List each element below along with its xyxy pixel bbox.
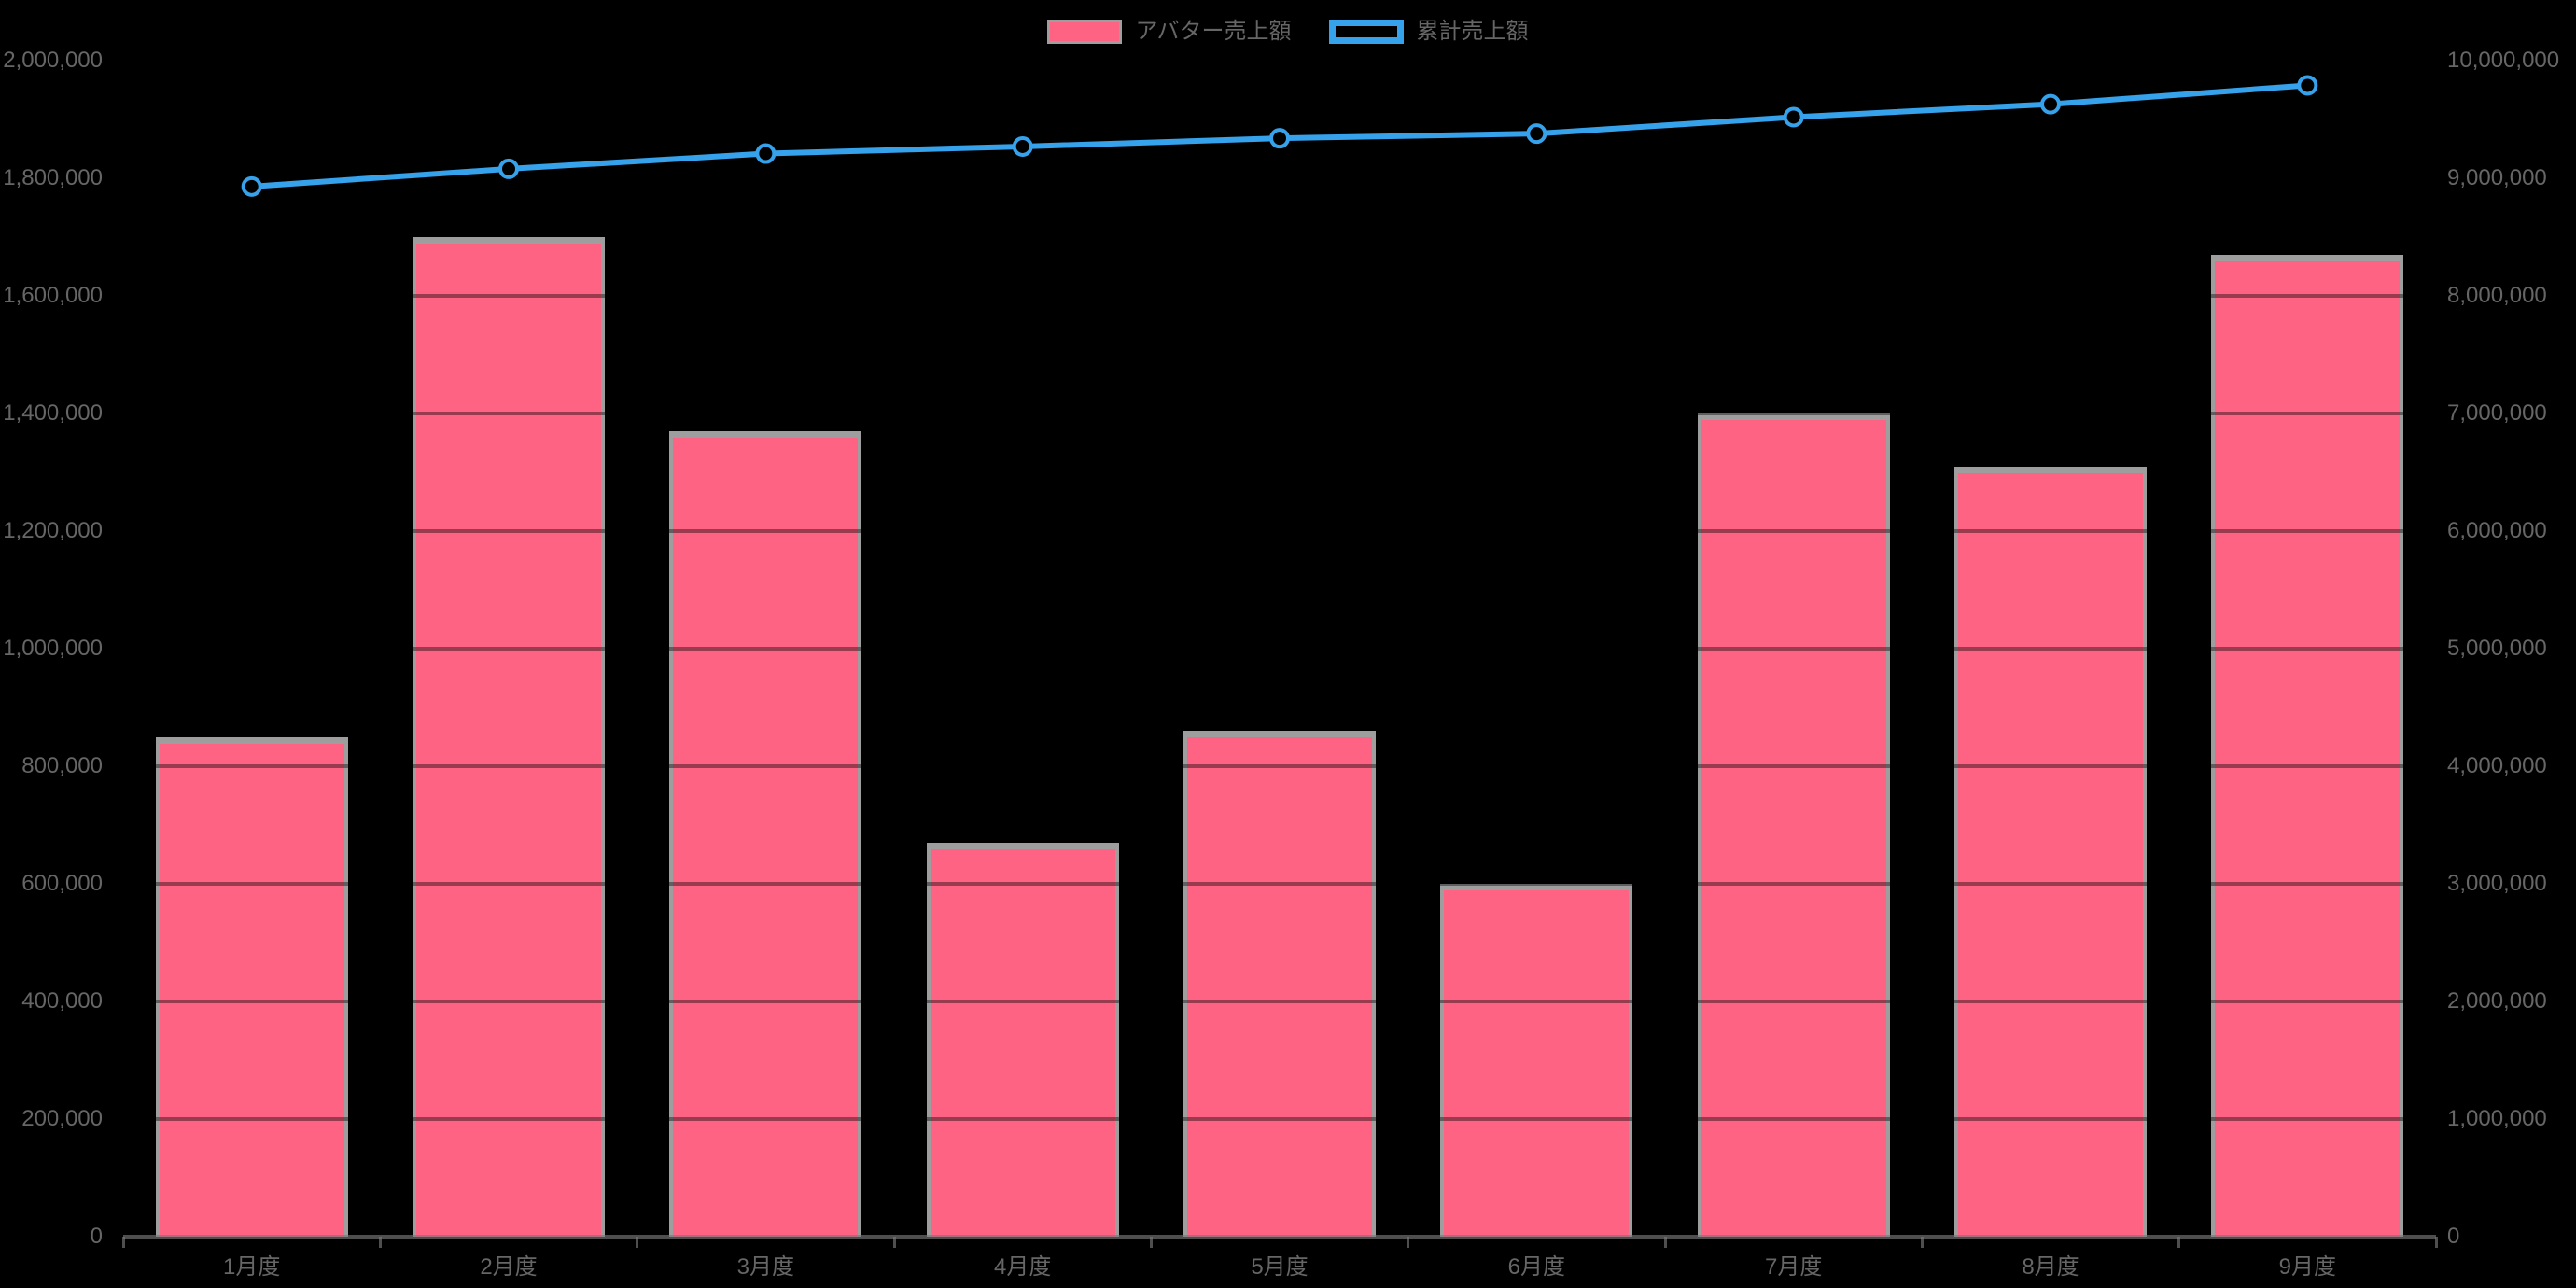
left-axis-tick-label: 1,400,000 (3, 400, 103, 426)
bar[interactable] (1697, 413, 1890, 1237)
gridline (123, 176, 2436, 180)
left-axis-tick-label: 800,000 (21, 753, 103, 778)
left-axis-tick-label: 1,800,000 (3, 165, 103, 190)
right-axis-tick-label: 6,000,000 (2447, 518, 2547, 543)
bar-legend-label: アバター売上額 (1135, 19, 1292, 44)
line-legend-label: 累計売上額 (1416, 19, 1529, 44)
bar[interactable] (2211, 254, 2404, 1237)
x-axis-category-label: 3月度 (736, 1254, 794, 1280)
gridline (123, 529, 2436, 533)
x-axis-tick (1663, 1237, 1667, 1248)
line-point[interactable]: 4月度: 9,270,000 (1012, 135, 1033, 157)
left-axis-tick-label: 1,600,000 (3, 283, 103, 308)
x-axis-tick (1149, 1237, 1153, 1248)
x-axis-tick (636, 1237, 639, 1248)
right-axis-tick-label: 8,000,000 (2447, 283, 2547, 308)
bar[interactable] (155, 736, 348, 1237)
bar-legend-swatch-icon (1047, 20, 1123, 44)
left-axis-tick-label: 400,000 (21, 988, 103, 1014)
line-point[interactable]: 5月度: 9,340,000 (1269, 128, 1290, 149)
bar[interactable] (669, 430, 862, 1237)
right-axis-tick-label: 4,000,000 (2447, 753, 2547, 778)
legend-item-line[interactable]: 累計売上額 (1328, 19, 1529, 45)
gridline (123, 764, 2436, 768)
gridline (123, 412, 2436, 415)
x-axis-tick (121, 1237, 125, 1248)
line-point[interactable]: 6月度: 9,380,000 (1526, 123, 1547, 145)
x-axis-category-label: 4月度 (993, 1254, 1052, 1280)
x-axis-line (123, 1235, 2436, 1239)
left-axis-tick-label: 1,000,000 (3, 636, 103, 661)
x-axis-tick (2177, 1237, 2181, 1248)
right-axis-tick-label: 5,000,000 (2447, 636, 2547, 661)
legend: アバター売上額 累計売上額 (0, 9, 2576, 54)
line-legend-swatch-icon (1328, 20, 1404, 44)
gridline (123, 59, 2436, 63)
x-axis-category-label: 7月度 (1764, 1254, 1823, 1280)
bar[interactable] (1183, 731, 1376, 1237)
right-axis-tick-label: 7,000,000 (2447, 400, 2547, 426)
right-axis-tick-label: 0 (2447, 1224, 2460, 1249)
line-point[interactable]: 8月度: 9,630,000 (2040, 93, 2061, 115)
x-axis-category-label: 1月度 (222, 1254, 281, 1280)
line-point[interactable]: 2月度: 9,080,000 (498, 158, 519, 179)
x-axis-category-label: 5月度 (1251, 1254, 1309, 1280)
x-axis-category-label: 6月度 (1507, 1254, 1565, 1280)
gridline (123, 647, 2436, 651)
bar[interactable] (1954, 466, 2147, 1237)
bar[interactable] (413, 237, 605, 1237)
x-axis-category-label: 2月度 (480, 1254, 538, 1280)
bar[interactable] (1440, 884, 1633, 1237)
x-axis-tick (378, 1237, 382, 1248)
x-axis-tick (2434, 1237, 2438, 1248)
right-axis-tick-label: 9,000,000 (2447, 165, 2547, 190)
left-axis-tick-label: 1,200,000 (3, 518, 103, 543)
right-axis-tick-label: 10,000,000 (2447, 48, 2560, 73)
legend-item-bar[interactable]: アバター売上額 (1047, 19, 1292, 45)
line-point[interactable]: 3月度: 9,210,000 (755, 143, 777, 164)
x-axis-category-label: 8月度 (2022, 1254, 2079, 1280)
gridline (123, 1117, 2436, 1121)
x-axis-tick (892, 1237, 896, 1248)
gridline (123, 294, 2436, 298)
right-axis-tick-label: 3,000,000 (2447, 871, 2547, 896)
gridline (123, 882, 2436, 886)
right-axis-tick-label: 1,000,000 (2447, 1106, 2547, 1131)
gridline (123, 1000, 2436, 1003)
line-point[interactable]: 1月度: 8,930,000 (241, 175, 262, 197)
left-axis-tick-label: 0 (90, 1224, 103, 1249)
line-point[interactable]: 9月度: 9,790,000 (2297, 75, 2318, 96)
x-axis-category-label: 9月度 (2278, 1254, 2336, 1280)
left-axis-tick-label: 2,000,000 (3, 48, 103, 73)
x-axis-tick (1920, 1237, 1924, 1248)
x-axis-tick (1407, 1237, 1410, 1248)
left-axis-tick-label: 600,000 (21, 871, 103, 896)
line-point[interactable]: 7月度: 9,520,000 (1783, 106, 1804, 128)
left-axis-tick-label: 200,000 (21, 1106, 103, 1131)
bar[interactable] (926, 842, 1119, 1237)
right-axis-tick-label: 2,000,000 (2447, 988, 2547, 1014)
